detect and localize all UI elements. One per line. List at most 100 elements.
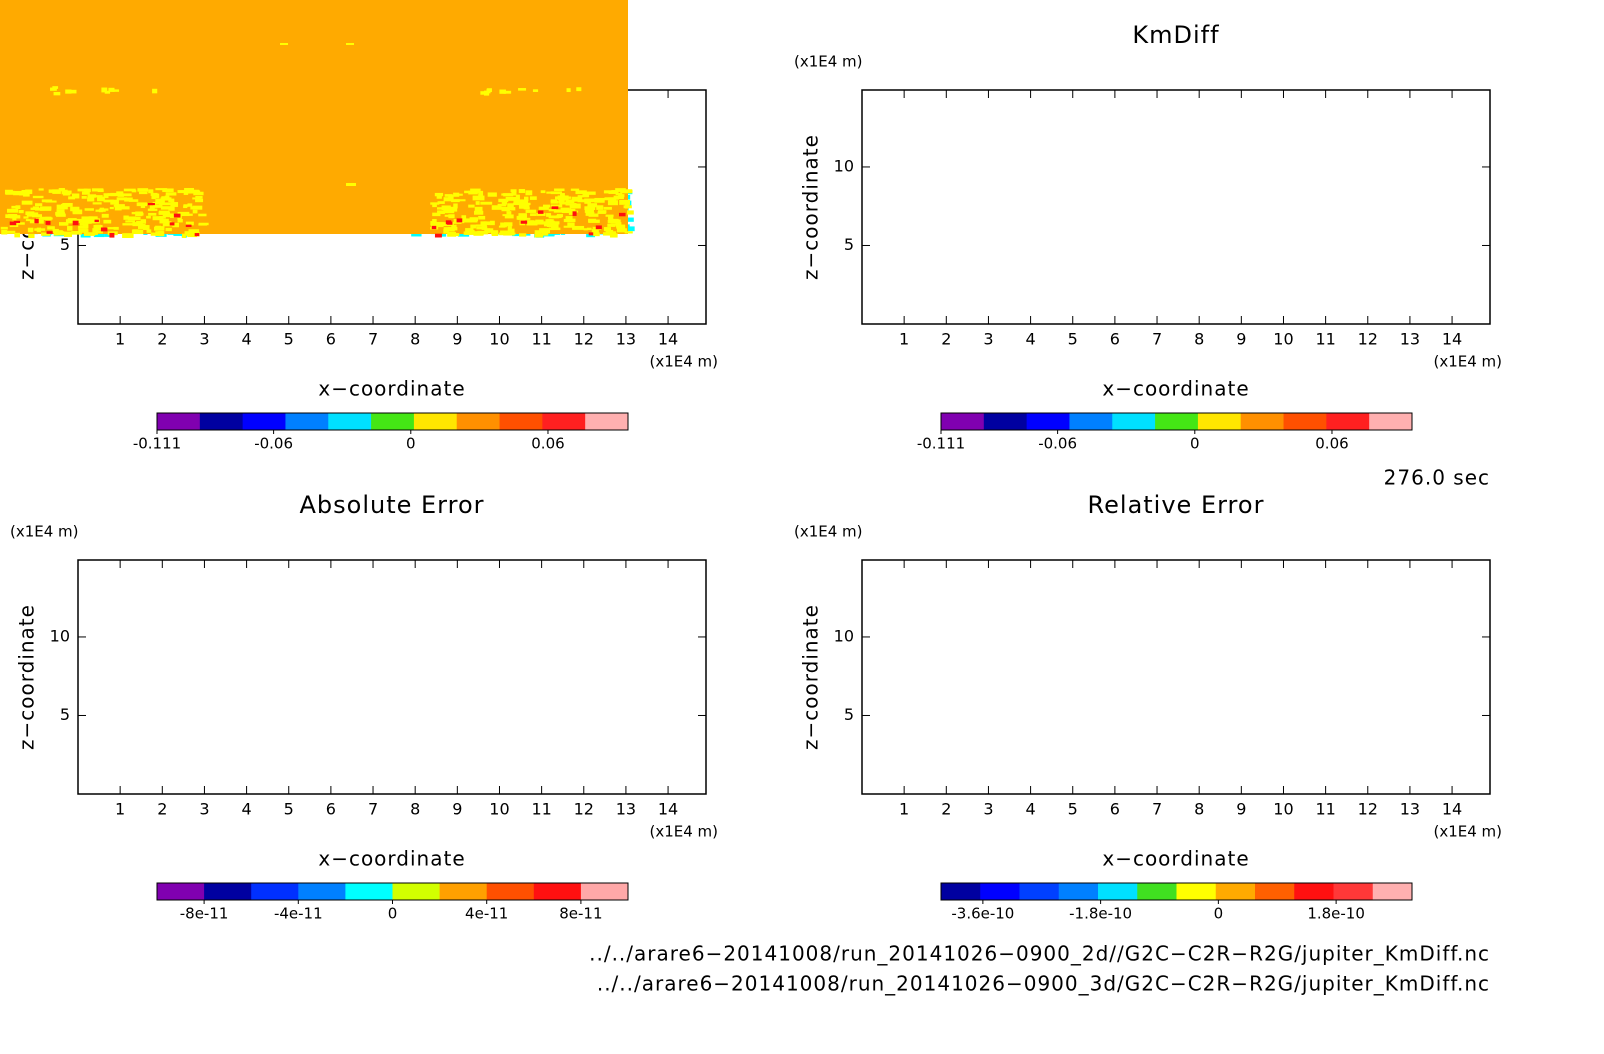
colorbar-tick-label: 0 xyxy=(406,435,416,453)
colorbar-tick-label: -0.06 xyxy=(1038,435,1077,453)
contour-fill xyxy=(539,228,551,234)
y-tick-label: 10 xyxy=(834,626,854,645)
contour-fill xyxy=(11,205,21,209)
contour-fill xyxy=(123,215,129,220)
plot-frame xyxy=(861,89,1491,325)
contour-fill xyxy=(519,202,531,206)
x-tick-label: 9 xyxy=(1236,330,1246,349)
contour-fill xyxy=(430,202,440,205)
colorbar-tick-label: -0.06 xyxy=(254,435,293,453)
contour-fill xyxy=(172,222,180,228)
contour-fill xyxy=(588,219,600,223)
x-tick-label: 4 xyxy=(1025,800,1035,819)
contour-fill xyxy=(95,195,103,198)
colorbar-box xyxy=(157,413,201,430)
x-tick-label: 3 xyxy=(199,330,209,349)
contour-fill xyxy=(458,232,470,237)
contour-fill xyxy=(568,212,577,215)
contour-fill xyxy=(101,213,109,218)
contour-fill xyxy=(135,213,143,217)
contour-fill xyxy=(346,183,356,186)
contour-fill xyxy=(27,227,34,233)
contour-fill xyxy=(10,214,17,218)
contour-fill xyxy=(162,213,174,218)
contour-fill xyxy=(443,228,449,234)
contour-fill xyxy=(504,214,514,219)
x-tick-label: 11 xyxy=(531,330,551,349)
contour-fill xyxy=(443,197,453,202)
x-tick-label: 3 xyxy=(983,330,993,349)
contour-fill xyxy=(535,219,544,225)
contour-fill xyxy=(112,89,120,92)
y-tick-label: 10 xyxy=(834,156,854,175)
contour-fill xyxy=(472,195,485,201)
contour-fill xyxy=(21,200,33,205)
contour-fill xyxy=(147,203,155,206)
contour-fill xyxy=(168,198,175,203)
contour-fill xyxy=(160,206,172,210)
contour-fill xyxy=(138,191,148,195)
contour-fill xyxy=(432,218,437,224)
contour-fill xyxy=(67,226,73,231)
contour-fill xyxy=(7,208,19,213)
contour-fill xyxy=(582,193,590,197)
contour-fill xyxy=(512,233,522,237)
contour-fill xyxy=(589,211,595,217)
x-axis-label: x−coordinate xyxy=(1102,847,1249,871)
contour-fill xyxy=(70,89,77,94)
contour-fill xyxy=(563,218,570,223)
contour-fill xyxy=(84,208,94,211)
contour-fill xyxy=(165,227,172,232)
contour-fill xyxy=(56,204,68,210)
contour-fill xyxy=(478,215,486,220)
contour-fill xyxy=(499,89,506,94)
contour-fill xyxy=(97,189,104,193)
contour-fill xyxy=(162,188,174,193)
contour-fill xyxy=(198,222,209,226)
contour-fill xyxy=(532,89,539,92)
plot-frame xyxy=(861,559,1491,795)
colorbar-box xyxy=(1069,413,1113,430)
contour-fill xyxy=(506,211,512,215)
contour-fill xyxy=(618,212,626,217)
contour-fill xyxy=(192,197,201,200)
x-tick-label: 1 xyxy=(899,330,909,349)
contour-fill xyxy=(546,223,554,228)
contour-fill xyxy=(619,199,631,205)
contour-fill xyxy=(195,195,203,199)
contour-fill xyxy=(572,211,577,216)
x-tick-label: 4 xyxy=(1025,330,1035,349)
contour-fill xyxy=(190,206,198,210)
contour-fill xyxy=(591,228,599,234)
contour-fill xyxy=(109,206,114,210)
colorbar-box xyxy=(1240,413,1285,430)
x-tick-label: 14 xyxy=(1442,800,1462,819)
colorbar-box xyxy=(456,413,501,430)
contour-fill xyxy=(41,232,51,236)
x-tick-label: 2 xyxy=(941,800,951,819)
contour-fill xyxy=(594,197,605,203)
contour-fill xyxy=(81,191,90,195)
contour-fill xyxy=(437,222,444,227)
contour-fill xyxy=(553,209,565,213)
contour-fill xyxy=(139,212,144,216)
contour-fill xyxy=(436,194,442,199)
contour-fill xyxy=(481,226,488,230)
contour-fill xyxy=(182,233,187,239)
contour-fill xyxy=(597,210,607,214)
contour-fill xyxy=(484,221,491,226)
contour-fill xyxy=(34,219,44,224)
colorbar-box xyxy=(371,413,415,430)
contour-fill xyxy=(92,228,99,233)
contour-fill xyxy=(557,195,569,201)
contour-fill xyxy=(502,207,514,210)
colorbar-box xyxy=(1369,413,1413,430)
colorbar-box xyxy=(941,883,981,900)
contour-fill xyxy=(613,195,624,200)
contour-fill xyxy=(615,222,622,227)
contour-fill xyxy=(159,218,169,224)
contour-fill xyxy=(453,203,458,209)
contour-fill xyxy=(626,210,634,215)
contour-fill xyxy=(3,230,16,234)
contour-fill xyxy=(79,223,85,226)
